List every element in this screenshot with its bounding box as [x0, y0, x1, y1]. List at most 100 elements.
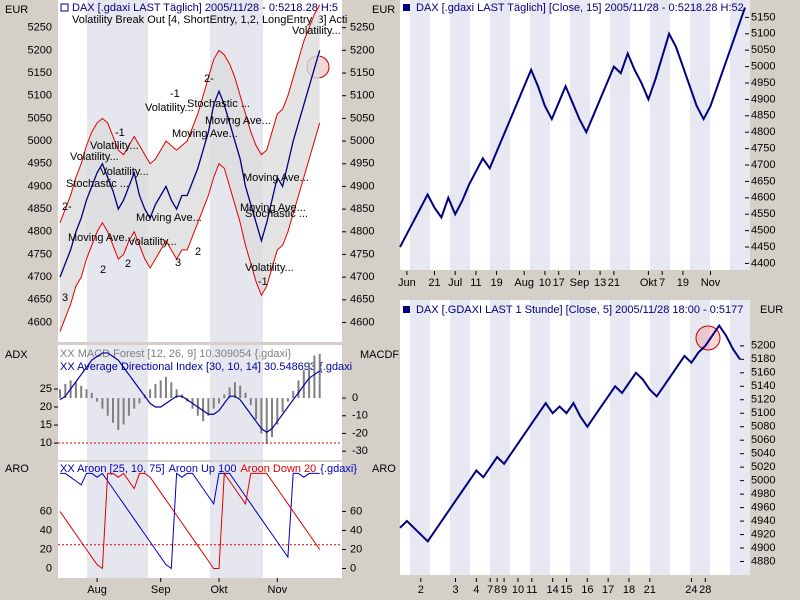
macd-bar	[112, 398, 114, 423]
y-tick-label: 4550	[751, 208, 775, 220]
macd-bar	[249, 398, 252, 406]
y-tick-label: 5060	[751, 434, 775, 446]
annotation: Stochastic ...	[245, 208, 308, 220]
y-tick-label: 4980	[751, 488, 775, 500]
macd-bar	[127, 398, 130, 416]
y-tick-label: 5000	[350, 135, 374, 147]
y-tick-label: 4800	[350, 226, 374, 238]
macd-bar	[106, 398, 109, 416]
x-tick-label: 7	[659, 277, 665, 289]
series-line	[59, 122, 321, 332]
x-tick-label: Aug	[87, 584, 107, 596]
y-tick-label: 4940	[751, 515, 775, 527]
y-tick-label: 5200	[28, 44, 52, 56]
macd-bar	[281, 398, 284, 413]
annotation: 2-	[204, 73, 214, 85]
macd-bar	[170, 382, 173, 399]
x-tick-label: 13	[594, 277, 606, 289]
icon	[60, 3, 69, 12]
y-tick-label: 4650	[28, 294, 52, 306]
annotation: Volatility...	[245, 262, 294, 274]
macd-bar	[218, 398, 220, 404]
y-tick-label: 4950	[350, 158, 374, 170]
annotation: Volatility...	[90, 140, 139, 152]
y-tick-label: 4900	[751, 93, 775, 105]
panel-title: DAX [.gdaxi LAST Täglich] [Close, 15] 20…	[416, 2, 744, 14]
y-tick-label: 4960	[751, 502, 775, 514]
x-tick-label: 17	[602, 584, 614, 596]
y-tick-label: 4700	[350, 271, 374, 283]
y-tick-label: 4850	[28, 203, 52, 215]
y-tick-label: 0	[46, 562, 52, 574]
shading	[87, 0, 750, 578]
macd-bar	[207, 398, 210, 416]
annotation: Stochastic ...	[66, 178, 129, 190]
week-shade	[690, 300, 710, 575]
x-tick-label: 2	[418, 584, 424, 596]
panel-title: DAX [.gdaxi LAST Täglich] 2005/11/28 - 0…	[72, 2, 338, 14]
y-tick-label: 20	[40, 543, 52, 555]
annotation: -1	[115, 127, 125, 139]
y-tick-label: 5050	[28, 112, 52, 124]
panel-title: DAX [.GDAXI LAST 1 Stunde] [Close, 5] 20…	[416, 304, 743, 316]
y-tick-label: 4850	[751, 110, 775, 122]
axis-label: ARO	[5, 463, 29, 475]
annotation: 3	[62, 292, 68, 304]
macd-bar	[202, 398, 205, 422]
x-tick-label: 19	[677, 277, 689, 289]
x-tick-label: 14	[547, 584, 559, 596]
week-shade	[650, 0, 670, 270]
annotation: Moving Ave...	[205, 115, 271, 127]
annotation: 2	[195, 246, 201, 258]
aroon-line	[59, 471, 321, 570]
y-tick-label: 5150	[751, 11, 775, 23]
week-shade	[450, 0, 470, 270]
panel-title: XX Average Directional Index [30, 10, 14…	[60, 361, 352, 373]
macd-bar	[297, 380, 300, 399]
y-tick-label: 4900	[28, 180, 52, 192]
annotation: Moving Ave...	[136, 212, 202, 224]
macd-bar	[260, 398, 263, 434]
y-tick-label: 5120	[751, 394, 775, 406]
y-tick-label: 4650	[751, 175, 775, 187]
week-shade	[610, 0, 630, 270]
week-shade	[570, 300, 590, 575]
y-tick-label: 5050	[751, 44, 775, 56]
y-tick-label: 5100	[751, 28, 775, 40]
x-tick-label: 16	[581, 584, 593, 596]
adx-line	[59, 352, 321, 433]
annotation: -1	[258, 276, 268, 288]
x-tick-label: 28	[699, 584, 711, 596]
y-tick-label: 5100	[350, 90, 374, 102]
y-tick-label: 40	[40, 524, 52, 536]
y-tick-label: -10	[352, 410, 368, 422]
y-tick-label: 5200	[350, 44, 374, 56]
y-tick-label: 15	[40, 419, 52, 431]
x-tick-label: 7	[487, 584, 493, 596]
y-tick-label: 10	[40, 437, 52, 449]
macd-bar	[265, 398, 268, 445]
x-tick-label: 4	[473, 584, 479, 596]
x-tick-label: 11	[470, 277, 481, 289]
y-tick-label: 4800	[28, 226, 52, 238]
y-tick-label: 5250	[350, 22, 374, 34]
y-tick-label: 5100	[751, 407, 775, 419]
panel-subtitle: Volatility Break Out [4, ShortEntry, 1,2…	[72, 14, 347, 26]
week-shade	[410, 0, 430, 270]
annotation: Volatility...	[100, 166, 149, 178]
x-tick-label: 10	[539, 277, 551, 289]
x-tick-label: 21	[644, 584, 656, 596]
macd-bar	[308, 362, 311, 399]
y-tick-label: 4880	[751, 555, 775, 567]
y-tick-label: 4700	[28, 271, 52, 283]
y-tick-label: 5000	[751, 475, 775, 487]
y-tick-label: 4900	[350, 180, 374, 192]
y-tick-label: 0	[352, 392, 358, 404]
y-tick-label: -30	[352, 445, 368, 457]
macd-bar	[228, 387, 231, 399]
macd-bar	[74, 382, 77, 399]
y-tick-label: 5100	[28, 90, 52, 102]
week-shade	[610, 300, 630, 575]
x-tick-label: Nov	[268, 584, 288, 596]
macd-bar	[159, 380, 162, 399]
